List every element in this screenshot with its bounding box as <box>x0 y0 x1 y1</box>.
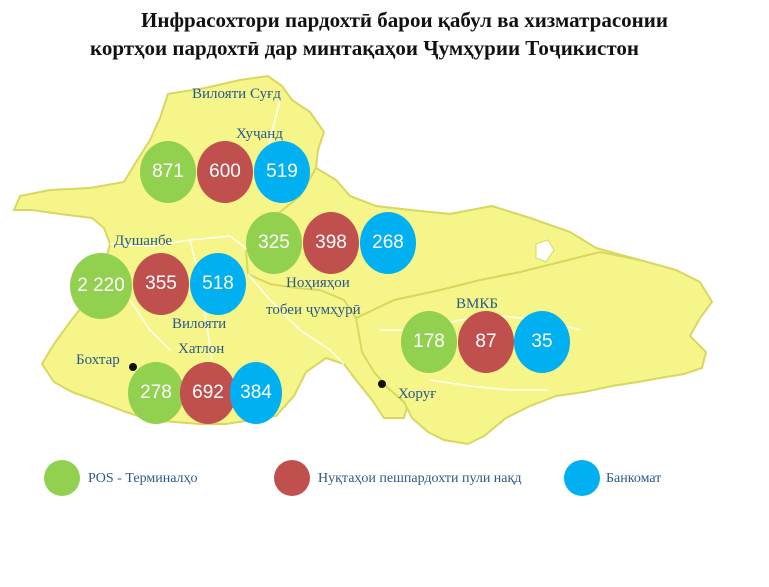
sughd-pos-bubble: 871 <box>140 141 196 203</box>
label-vmkb: ВМКБ <box>456 296 498 312</box>
rrp-pos-bubble: 325 <box>246 212 302 274</box>
label-khorugh: Хоруғ <box>398 386 437 402</box>
legend-cash-swatch <box>274 460 310 496</box>
dushanbe-cash-bubble: 355 <box>133 253 189 315</box>
vmkb-pos-bubble: 178 <box>401 311 457 373</box>
title-line-1: Инфрасохтори пардохтӣ барои қабул ва хиз… <box>141 8 668 32</box>
map-title: Инфрасохтори пардохтӣ барои қабул ва хиз… <box>0 6 769 62</box>
label-khujand: Хуҷанд <box>236 126 283 142</box>
legend-pos-label: POS - Терминалҳо <box>88 471 198 486</box>
legend-atm-swatch <box>564 460 600 496</box>
khorugh-dot <box>378 380 386 388</box>
khatlon-cash-bubble: 692 <box>180 362 236 424</box>
rrp-cash-bubble: 398 <box>303 212 359 274</box>
dushanbe-atm-bubble: 518 <box>190 253 246 315</box>
bokhtar-dot <box>129 363 137 371</box>
label-nohiyahoi-2: тобеи ҷумҳурӣ <box>266 302 361 318</box>
sughd-cash-bubble: 600 <box>197 141 253 203</box>
legend-atm-label: Банкомат <box>606 471 662 486</box>
label-khatlon-2: Хатлон <box>178 341 225 357</box>
dushanbe-pos-bubble: 2 220 <box>70 253 132 319</box>
title-line-2: кортҳои пардохтӣ дар минтақаҳои Ҷумҳурии… <box>90 36 639 60</box>
vmkb-cash-bubble: 87 <box>458 311 514 373</box>
legend-pos-swatch <box>44 460 80 496</box>
label-dushanbe: Душанбе <box>114 233 173 249</box>
label-sughd: Вилояти Суғд <box>192 86 281 102</box>
rrp-atm-bubble: 268 <box>360 212 416 274</box>
legend-cash-label: Нуқтаҳои пешпардохти пули нақд <box>318 471 522 486</box>
vmkb-atm-bubble: 35 <box>514 311 570 373</box>
rrp-upper-shape <box>244 166 641 320</box>
label-khatlon-1: Вилояти <box>172 316 227 332</box>
khatlon-pos-bubble: 278 <box>128 362 184 424</box>
lake-shape <box>535 239 555 263</box>
label-nohiyahoi-1: Ноҳияҳои <box>286 275 350 291</box>
sughd-atm-bubble: 519 <box>254 141 310 203</box>
khatlon-atm-bubble: 384 <box>230 362 282 424</box>
label-bokhtar: Бохтар <box>76 352 120 368</box>
